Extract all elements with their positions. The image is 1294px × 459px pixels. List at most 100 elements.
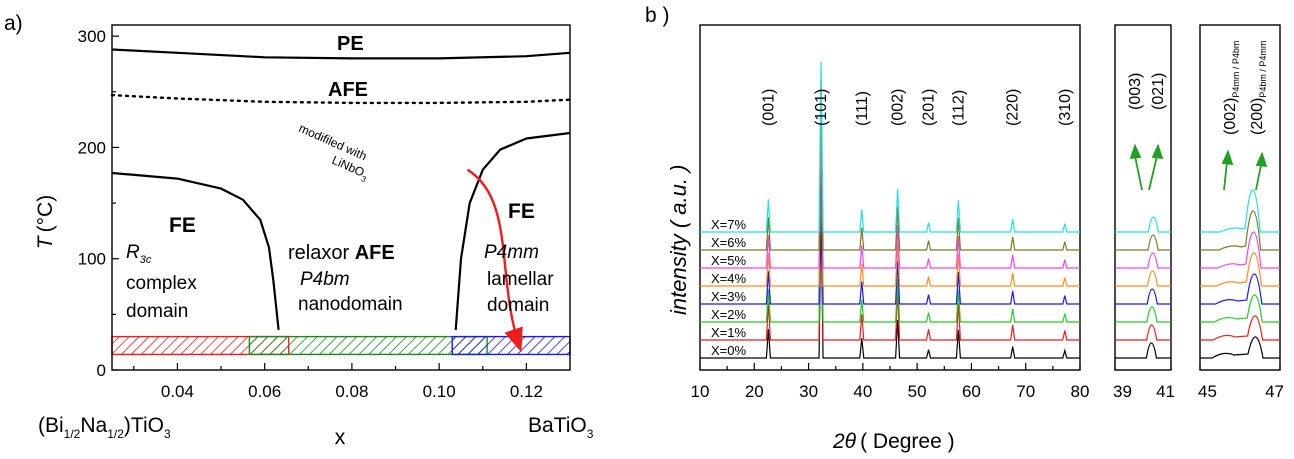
x-axis-ticks: 0.04 0.06 0.08 0.10 0.12	[133, 363, 543, 401]
xrd-x-tick-label: 39	[1113, 382, 1132, 401]
xrd-x-tick-label: 60	[962, 382, 981, 401]
xrd-zoom2-trace	[1200, 210, 1280, 251]
fe-left-label: FE	[169, 214, 196, 237]
xrd-zoom2-trace	[1200, 252, 1280, 287]
xrd-zoom1-trace	[1115, 342, 1171, 359]
xrd-panel: b ) X=0% X=1% X=2% X=3% X=4% X=5% X=6% X=7% (00…	[645, 4, 1284, 453]
xrd-x-tick-label: 47	[1265, 382, 1284, 401]
peak-label-200-tetragonal: (200)P4bm / P4mm	[1249, 41, 1268, 135]
xrd-zoom2-trace	[1200, 336, 1280, 359]
xrd-x-tick-label: 80	[1071, 382, 1090, 401]
domain-left-label: domain	[126, 301, 188, 322]
xrd-trace	[700, 115, 1080, 287]
y-tick-label: 100	[78, 250, 106, 269]
y-axis-ticks: 0 100 200 300	[78, 27, 119, 380]
complex-label: complex	[126, 273, 197, 294]
hatched-band-2	[451, 335, 571, 356]
xrd-zoom2-trace	[1200, 189, 1280, 233]
xrd-x-axis-title: 2θ( Degree )	[832, 430, 955, 453]
phase-boundary-2	[111, 171, 280, 331]
xrd-y-axis-title: intensity ( a.u. )	[666, 165, 691, 315]
x-tick-label: 0.06	[248, 382, 281, 401]
xrd-zoom1-frame	[1114, 24, 1172, 371]
hatched-bands	[111, 335, 571, 356]
p4bm-label: P4bm	[300, 269, 350, 290]
pe-label: PE	[337, 33, 364, 55]
peak-label: (101)	[813, 89, 830, 126]
peak-label: (310)	[1057, 89, 1074, 126]
x-tick-label: 0.08	[335, 382, 368, 401]
composition-label: X=3%	[711, 289, 746, 304]
peak-label: (002)	[890, 89, 907, 126]
xrd-zoom2-trace	[1200, 294, 1280, 323]
xrd-trace	[700, 207, 1080, 359]
x-tick-label: 0.10	[423, 382, 456, 401]
composition-label: X=5%	[711, 253, 746, 268]
xrd-zoom2-trace	[1200, 273, 1280, 305]
panel-b-label: b )	[645, 4, 670, 27]
right-compound-label: BaTiO3	[528, 414, 594, 441]
nanodomain-label: nanodomain	[298, 294, 403, 315]
panel-a-frame	[111, 24, 571, 371]
composition-label: X=4%	[711, 271, 746, 286]
p4mm-label: P4mm	[484, 242, 539, 263]
xrd-x-tick-label: 10	[691, 382, 710, 401]
x-axis-ticks: 10 20 30 40 50 60 70 80 39 41 45 47	[691, 363, 1284, 401]
y-tick-label: 200	[78, 138, 106, 157]
peak-label: (201)	[921, 89, 938, 126]
composition-arrow	[466, 168, 523, 353]
xrd-x-tick-label: 70	[1016, 382, 1035, 401]
composition-label: X=2%	[711, 307, 746, 322]
x-tick-label: 0.04	[161, 382, 194, 401]
composition-labels: X=0% X=1% X=2% X=3% X=4% X=5% X=6% X=7%	[711, 217, 746, 358]
xrd-zoom1-trace	[1115, 306, 1171, 323]
lamellar-label: lamellar	[487, 269, 554, 290]
afe-label: AFE	[328, 79, 368, 101]
relaxor-afe-label: relaxor AFE	[288, 242, 395, 264]
xrd-trace	[700, 151, 1080, 323]
domain-right-label: domain	[487, 295, 549, 316]
phase-diagram-panel: a) 0.04 0.06 0.08 0.10 0.12 0 100 200 300 T(°C)…	[4, 12, 594, 449]
xrd-zoom1-trace	[1115, 216, 1171, 233]
peak-label-002-tetragonal: (002)P4mm / P4bm	[1222, 41, 1241, 135]
phase-boundary-0	[111, 48, 571, 60]
x-tick-label: 0.12	[510, 382, 543, 401]
peak-label: (111)	[854, 91, 871, 126]
phase-boundary-1	[110, 93, 572, 105]
xrd-x-tick-label: 20	[745, 382, 764, 401]
composition-label: X=7%	[711, 217, 746, 232]
composition-label: X=6%	[711, 235, 746, 250]
xrd-zoom1-trace	[1115, 288, 1171, 305]
phase-boundaries	[110, 48, 572, 331]
composition-label: X=1%	[711, 325, 746, 340]
peak-label-021: (021)	[1150, 73, 1167, 110]
composition-label: X=0%	[711, 343, 746, 358]
xrd-zoom1-trace	[1115, 234, 1171, 251]
xrd-trace	[700, 144, 1080, 341]
phase-boundary-3	[454, 131, 571, 330]
peak-labels: (001) (101) (111) (002) (201) (112) (220) (310)	[760, 89, 1073, 126]
r3c-label: R3c	[126, 242, 152, 266]
xrd-x-tick-label: 30	[799, 382, 818, 401]
xrd-zoom1-trace	[1115, 324, 1171, 341]
xrd-x-tick-label: 40	[853, 382, 872, 401]
peak-label: (001)	[760, 89, 777, 126]
hatched-band-1	[248, 335, 488, 356]
panel-a-label: a)	[4, 12, 23, 35]
y-tick-label: 300	[78, 27, 106, 46]
x-axis-title: x	[335, 426, 346, 449]
xrd-x-tick-label: 41	[1156, 382, 1175, 401]
left-compound-label: (Bi1/2Na1/2)TiO3	[38, 414, 171, 441]
xrd-zoom2-trace	[1200, 315, 1280, 341]
green-pointer-arrows	[1129, 143, 1268, 191]
xrd-patterns	[700, 61, 1280, 359]
xrd-x-tick-label: 45	[1198, 382, 1217, 401]
y-tick-label: 0	[97, 361, 106, 380]
xrd-zoom2-frame	[1199, 24, 1281, 371]
xrd-zoom2-trace	[1200, 231, 1280, 269]
y-axis-title: T(°C)	[34, 195, 57, 249]
xrd-x-tick-label: 50	[908, 382, 927, 401]
peak-label: (220)	[1005, 89, 1022, 126]
xrd-main-frame	[699, 24, 1081, 371]
